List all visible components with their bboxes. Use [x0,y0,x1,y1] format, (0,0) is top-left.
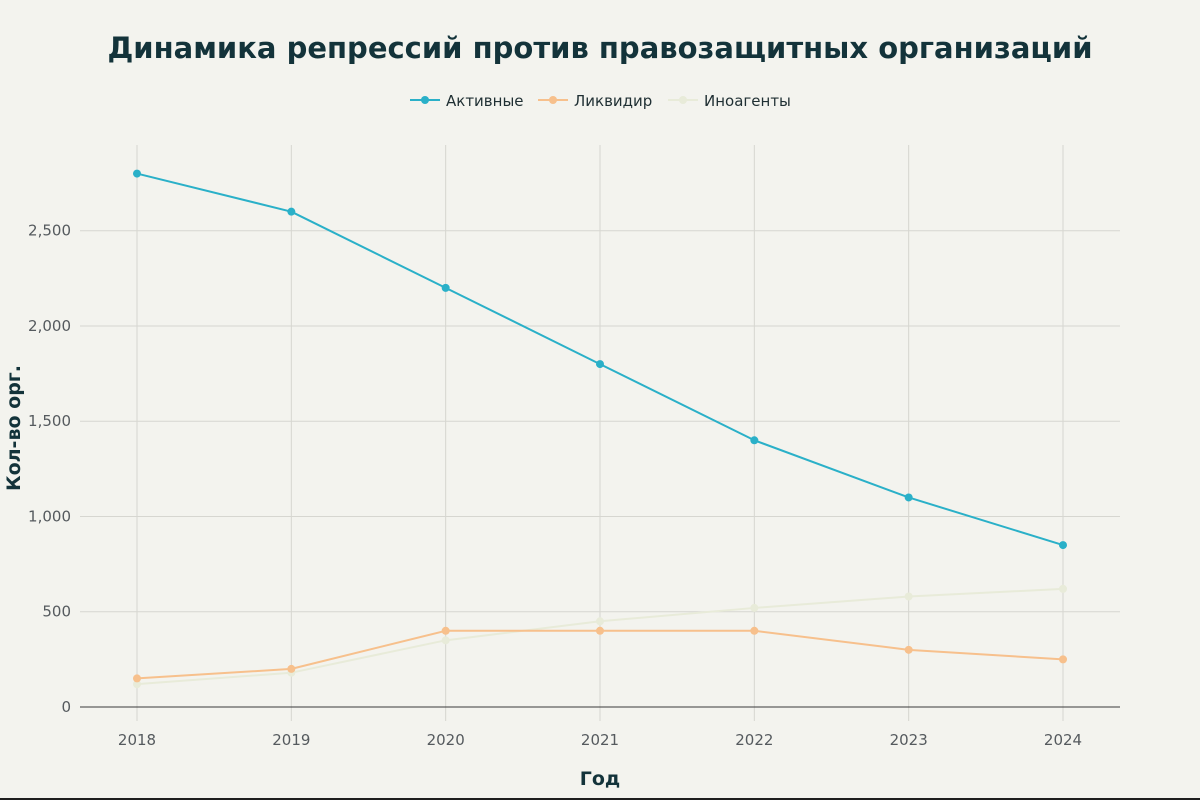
axes: 2018 2019 2020 2021 2022 2023 2024 0 500 1,000 1,5… [28,222,1120,749]
legend-label: Иноагенты [704,92,791,110]
y-tick-label: 2,000 [28,317,71,335]
data-point[interactable] [441,636,450,645]
series-group [133,169,1067,550]
data-point[interactable] [596,617,604,626]
legend-item[interactable]: Иноагенты [668,92,791,110]
legend: Активные Ликвидир Иноагенты [410,92,791,110]
x-tick-label: 2020 [427,731,465,749]
x-tick-label: 2021 [581,731,619,749]
data-point[interactable] [596,626,604,635]
data-point[interactable] [1059,541,1067,550]
y-tick-label: 500 [42,603,71,621]
data-point[interactable] [133,169,141,178]
legend-label: Ликвидир [574,92,652,110]
data-point[interactable] [133,674,141,683]
data-point[interactable] [287,664,296,673]
x-tick-label: 2023 [890,731,928,749]
y-tick-label: 0 [61,698,71,716]
data-point[interactable] [1059,584,1067,593]
series-group [133,626,1067,683]
legend-label: Активные [446,92,524,110]
data-point[interactable] [750,436,759,445]
series-layer [133,169,1067,689]
legend-marker [549,96,557,104]
x-axis-title: Год [580,768,621,790]
y-axis-title: Кол-во орг. [3,365,25,491]
legend-item[interactable]: Ликвидир [538,92,652,110]
data-point[interactable] [750,626,759,635]
x-tick-label: 2019 [272,731,310,749]
x-tick-label: 2022 [735,731,773,749]
data-point[interactable] [596,360,604,369]
y-tick-label: 1,500 [28,412,71,430]
data-point[interactable] [1059,655,1067,664]
y-tick-label: 2,500 [28,222,71,240]
data-point[interactable] [133,680,141,689]
data-point[interactable] [441,626,450,635]
chart-title: Динамика репрессий против правозащитных … [107,31,1092,65]
grid [80,145,1120,721]
x-tick-label: 2024 [1044,731,1082,749]
data-point[interactable] [441,283,450,292]
legend-marker [679,96,687,104]
legend-marker [421,96,429,104]
y-tick-label: 1,000 [28,507,71,525]
legend-item[interactable]: Активные [410,92,524,110]
data-point[interactable] [904,645,913,654]
data-point[interactable] [750,603,759,612]
data-point[interactable] [904,592,913,601]
data-point[interactable] [287,207,296,216]
x-tick-label: 2018 [118,731,156,749]
data-point[interactable] [904,493,913,502]
